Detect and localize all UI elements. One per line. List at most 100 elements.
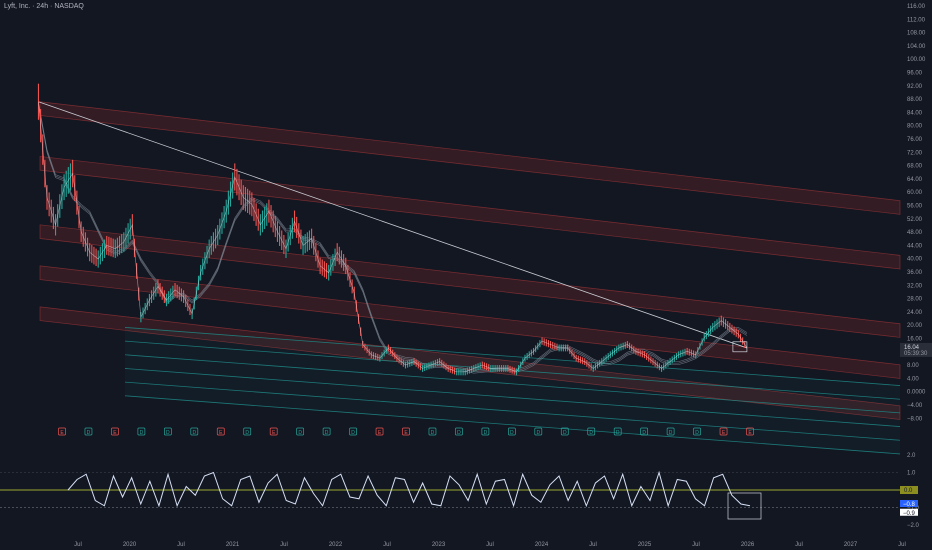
teal-channel-fill: [125, 327, 900, 454]
time-tick-label: 2025: [638, 542, 652, 548]
price-tick-label: 20.00: [907, 323, 923, 329]
price-tick-label: 36.00: [907, 270, 923, 276]
osc-value-tag-1: −0.8: [903, 502, 916, 508]
teal-channel-line: [124, 368, 901, 427]
time-tick-label: 2027: [844, 542, 858, 548]
oscillator-line: [67, 470, 751, 508]
dividend-marker: [322, 427, 331, 436]
price-tick-label: 52.00: [907, 217, 923, 223]
event-marker-label: D: [695, 430, 699, 436]
dividend-marker: [507, 427, 516, 436]
dividend-marker: [666, 427, 675, 436]
price-tick-label: 112.00: [907, 17, 926, 23]
time-tick-label: Jul: [589, 542, 597, 548]
red-channel-group: [39, 101, 901, 420]
teal-channel-line: [124, 327, 901, 386]
event-marker-label: D: [457, 430, 461, 436]
earnings-marker: [216, 427, 225, 436]
event-marker-label: D: [245, 430, 249, 436]
oscillator-tick-label: −2.0: [907, 523, 920, 529]
time-tick-label: Jul: [898, 542, 906, 548]
price-tick-label: 68.00: [907, 164, 923, 170]
price-tick-label: 104.00: [907, 44, 926, 50]
event-marker-label: D: [589, 430, 593, 436]
price-tick-label: 8.00: [907, 363, 919, 369]
price-tick-label: 16.00: [907, 337, 923, 343]
selection-box: [732, 341, 748, 353]
time-tick-label: 2020: [123, 542, 137, 548]
event-marker-label: D: [140, 430, 144, 436]
price-axis[interactable]: 116.00 112.00 108.00 104.00 100.00 96.00 92.00…: [907, 4, 926, 422]
time-tick-label: Jul: [74, 542, 82, 548]
time-tick-label: Jul: [177, 542, 185, 548]
price-tick-label: 0.0000: [907, 390, 926, 396]
event-marker-label: D: [669, 430, 673, 436]
event-marker-label: D: [351, 430, 355, 436]
dividend-marker: [640, 427, 649, 436]
event-marker-label: E: [272, 430, 276, 436]
red-channel-band: [39, 101, 901, 215]
teal-channel-line: [124, 395, 901, 455]
event-marker-label: D: [325, 430, 329, 436]
time-tick-label: 2024: [535, 542, 549, 548]
earnings-marker: [375, 427, 384, 436]
time-tick-label: 2021: [226, 542, 240, 548]
red-channel-band: [39, 224, 901, 338]
countdown-tag: 05:39:30: [904, 351, 928, 357]
price-tick-label: 60.00: [907, 190, 923, 196]
earnings-marker: [111, 427, 119, 436]
dividend-marker: [349, 427, 357, 436]
event-marker-label: E: [60, 430, 64, 436]
price-tick-label: 96.00: [907, 71, 923, 77]
dividend-marker: [587, 427, 596, 436]
oscillator-tick-label: −1.0: [907, 506, 920, 512]
chart-title: Lyft, Inc. · 24h · NASDAQ: [4, 3, 84, 10]
dividend-marker: [613, 427, 622, 436]
teal-channel-line: [124, 354, 901, 414]
osc-value-tag-bg: [900, 500, 918, 507]
earnings-marker: [58, 427, 66, 436]
time-tick-label: 2023: [432, 542, 446, 548]
zero-tag-bg: [900, 486, 918, 494]
price-tick-label: 28.00: [907, 297, 923, 303]
price-tick-label: 84.00: [907, 110, 923, 116]
event-marker-label: D: [298, 430, 302, 436]
earnings-marker: [269, 427, 278, 436]
osc-value-tag-bg-2: [900, 508, 918, 516]
event-marker-label: D: [166, 430, 170, 436]
time-axis[interactable]: Jul 2020 Jul 2021 Jul 2022 Jul 2023 Jul 2024 Jul 20…: [74, 542, 906, 548]
osc-value-tag-2: −0.9: [903, 511, 916, 517]
current-price-tag-bg: [900, 342, 932, 357]
event-marker-label: D: [431, 430, 435, 436]
dividend-marker: [163, 427, 172, 436]
price-tick-label: 108.00: [907, 31, 926, 37]
price-tick-label: 92.00: [907, 84, 923, 90]
time-tick-label: 2026: [741, 542, 755, 548]
price-tick-label: 80.00: [907, 124, 923, 130]
time-tick-label: Jul: [383, 542, 391, 548]
dividend-marker: [560, 427, 569, 436]
event-marker-label: E: [219, 430, 223, 436]
earnings-marker: [719, 427, 728, 436]
price-tick-label: 56.00: [907, 204, 923, 210]
dividend-marker: [455, 427, 463, 436]
teal-channel-group: [124, 327, 901, 455]
price-tick-label: 72.00: [907, 150, 923, 156]
zero-tag: 0.0: [904, 488, 913, 494]
event-marker-label: D: [87, 430, 91, 436]
event-marker-label: D: [484, 430, 488, 436]
trendline: [38, 101, 748, 349]
teal-channel-line: [124, 381, 901, 441]
price-series-group: [37, 83, 748, 376]
event-marker-label: D: [510, 430, 514, 436]
dividend-marker: [428, 427, 437, 436]
red-channel-band: [39, 306, 901, 420]
event-marker-label: E: [748, 430, 752, 436]
event-marker-label: E: [722, 430, 726, 436]
price-tick-label: 116.00: [907, 4, 926, 10]
dividend-marker: [84, 427, 93, 436]
event-marker-label: D: [642, 430, 646, 436]
